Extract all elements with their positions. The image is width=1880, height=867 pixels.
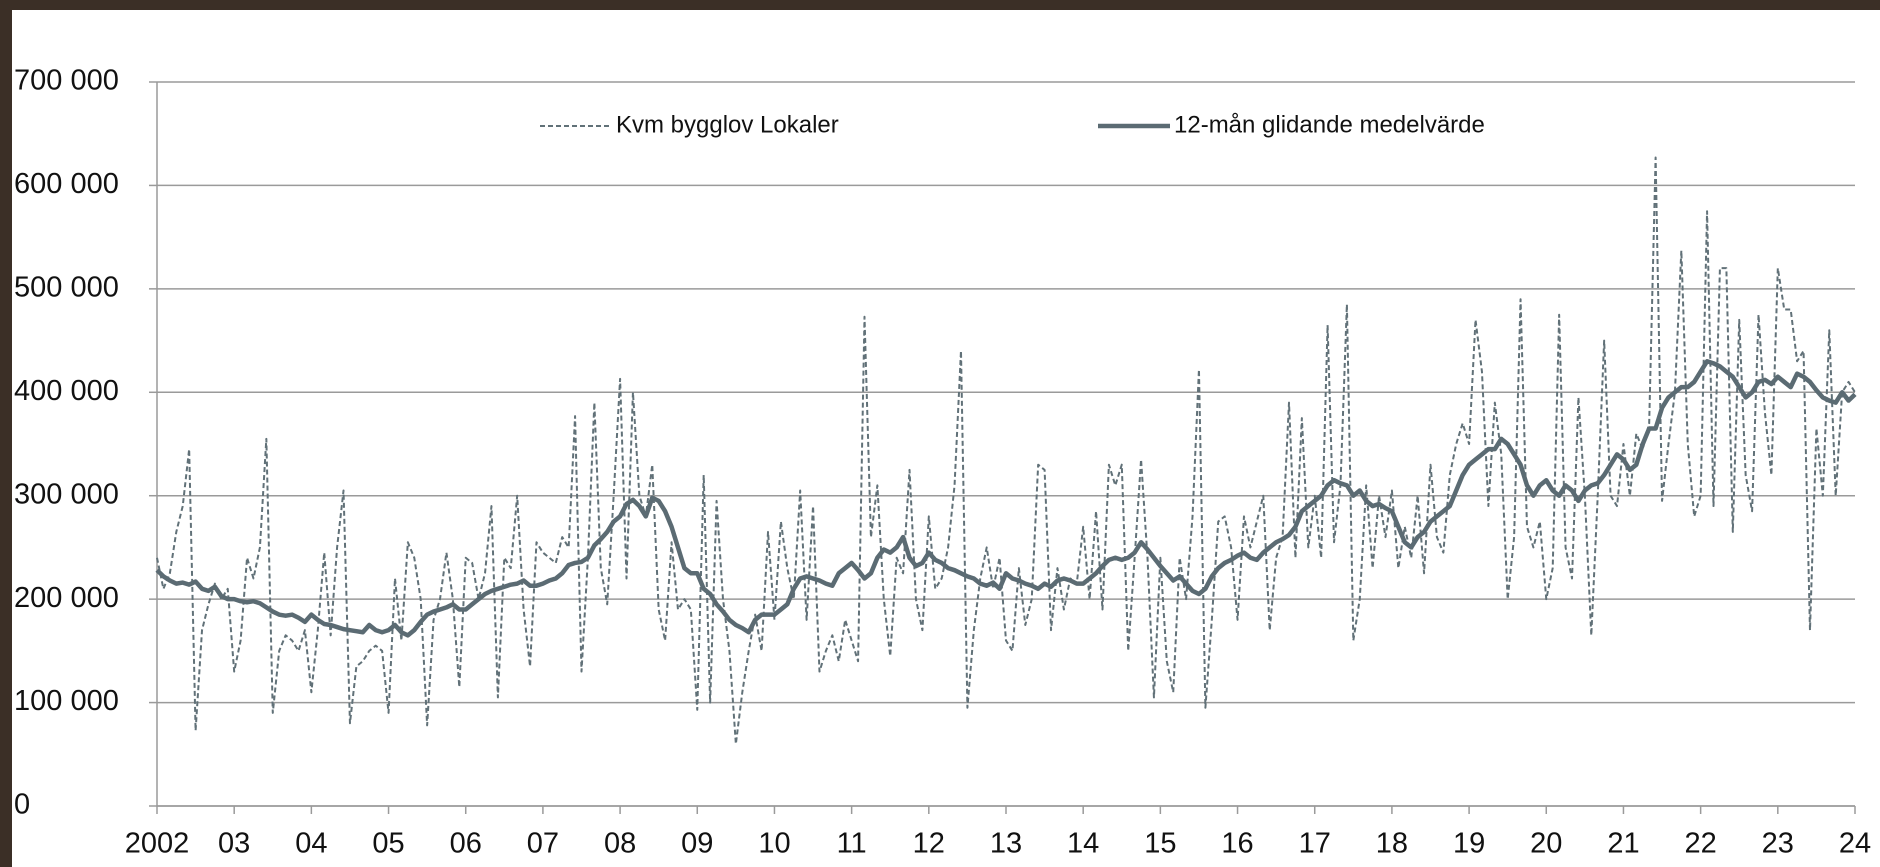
y-tick-label: 400 000 bbox=[14, 375, 119, 407]
x-tick-label: 11 bbox=[837, 828, 867, 860]
x-tick-label: 14 bbox=[1067, 828, 1099, 860]
y-tick-label: 700 000 bbox=[14, 65, 119, 97]
y-tick-label: 600 000 bbox=[14, 168, 119, 200]
chart: 0 100 000 200 000 300 000 400 000 500 000 600 … bbox=[0, 0, 1880, 867]
x-tick-label: 03 bbox=[218, 828, 250, 860]
y-tick-label: 500 000 bbox=[14, 272, 119, 304]
x-tick-label: 18 bbox=[1376, 828, 1408, 860]
x-tick-label: 19 bbox=[1453, 828, 1485, 860]
y-tick-label: 200 000 bbox=[14, 582, 119, 614]
x-tick-label: 2002 bbox=[125, 828, 190, 860]
x-tick-label: 05 bbox=[372, 828, 404, 860]
x-tick-label: 06 bbox=[450, 828, 482, 860]
x-tick-label: 17 bbox=[1299, 828, 1331, 860]
x-tick-label: 22 bbox=[1685, 828, 1717, 860]
x-tick-label: 24 bbox=[1839, 828, 1871, 860]
y-tick-label: 300 000 bbox=[14, 478, 119, 510]
x-tick-label: 12 bbox=[913, 828, 945, 860]
page: 0 100 000 200 000 300 000 400 000 500 000 600 … bbox=[0, 0, 1880, 867]
x-tick-label: 16 bbox=[1221, 828, 1253, 860]
legend-label: 12-mån glidande medelvärde bbox=[1174, 111, 1485, 138]
x-tick-label: 09 bbox=[681, 828, 713, 860]
x-tick-label: 20 bbox=[1530, 828, 1562, 860]
x-tick-label: 04 bbox=[295, 828, 327, 860]
x-tick-label: 10 bbox=[758, 828, 790, 860]
x-tick-label: 15 bbox=[1144, 828, 1176, 860]
x-tick-label: 13 bbox=[990, 828, 1022, 860]
y-tick-label: 100 000 bbox=[14, 685, 119, 717]
x-tick-label: 08 bbox=[604, 828, 636, 860]
x-tick-label: 23 bbox=[1762, 828, 1794, 860]
legend-label: Kvm bygglov Lokaler bbox=[616, 111, 839, 138]
y-tick-label: 0 bbox=[14, 789, 30, 821]
x-tick-label: 07 bbox=[527, 828, 559, 860]
x-tick-label: 21 bbox=[1607, 828, 1639, 860]
